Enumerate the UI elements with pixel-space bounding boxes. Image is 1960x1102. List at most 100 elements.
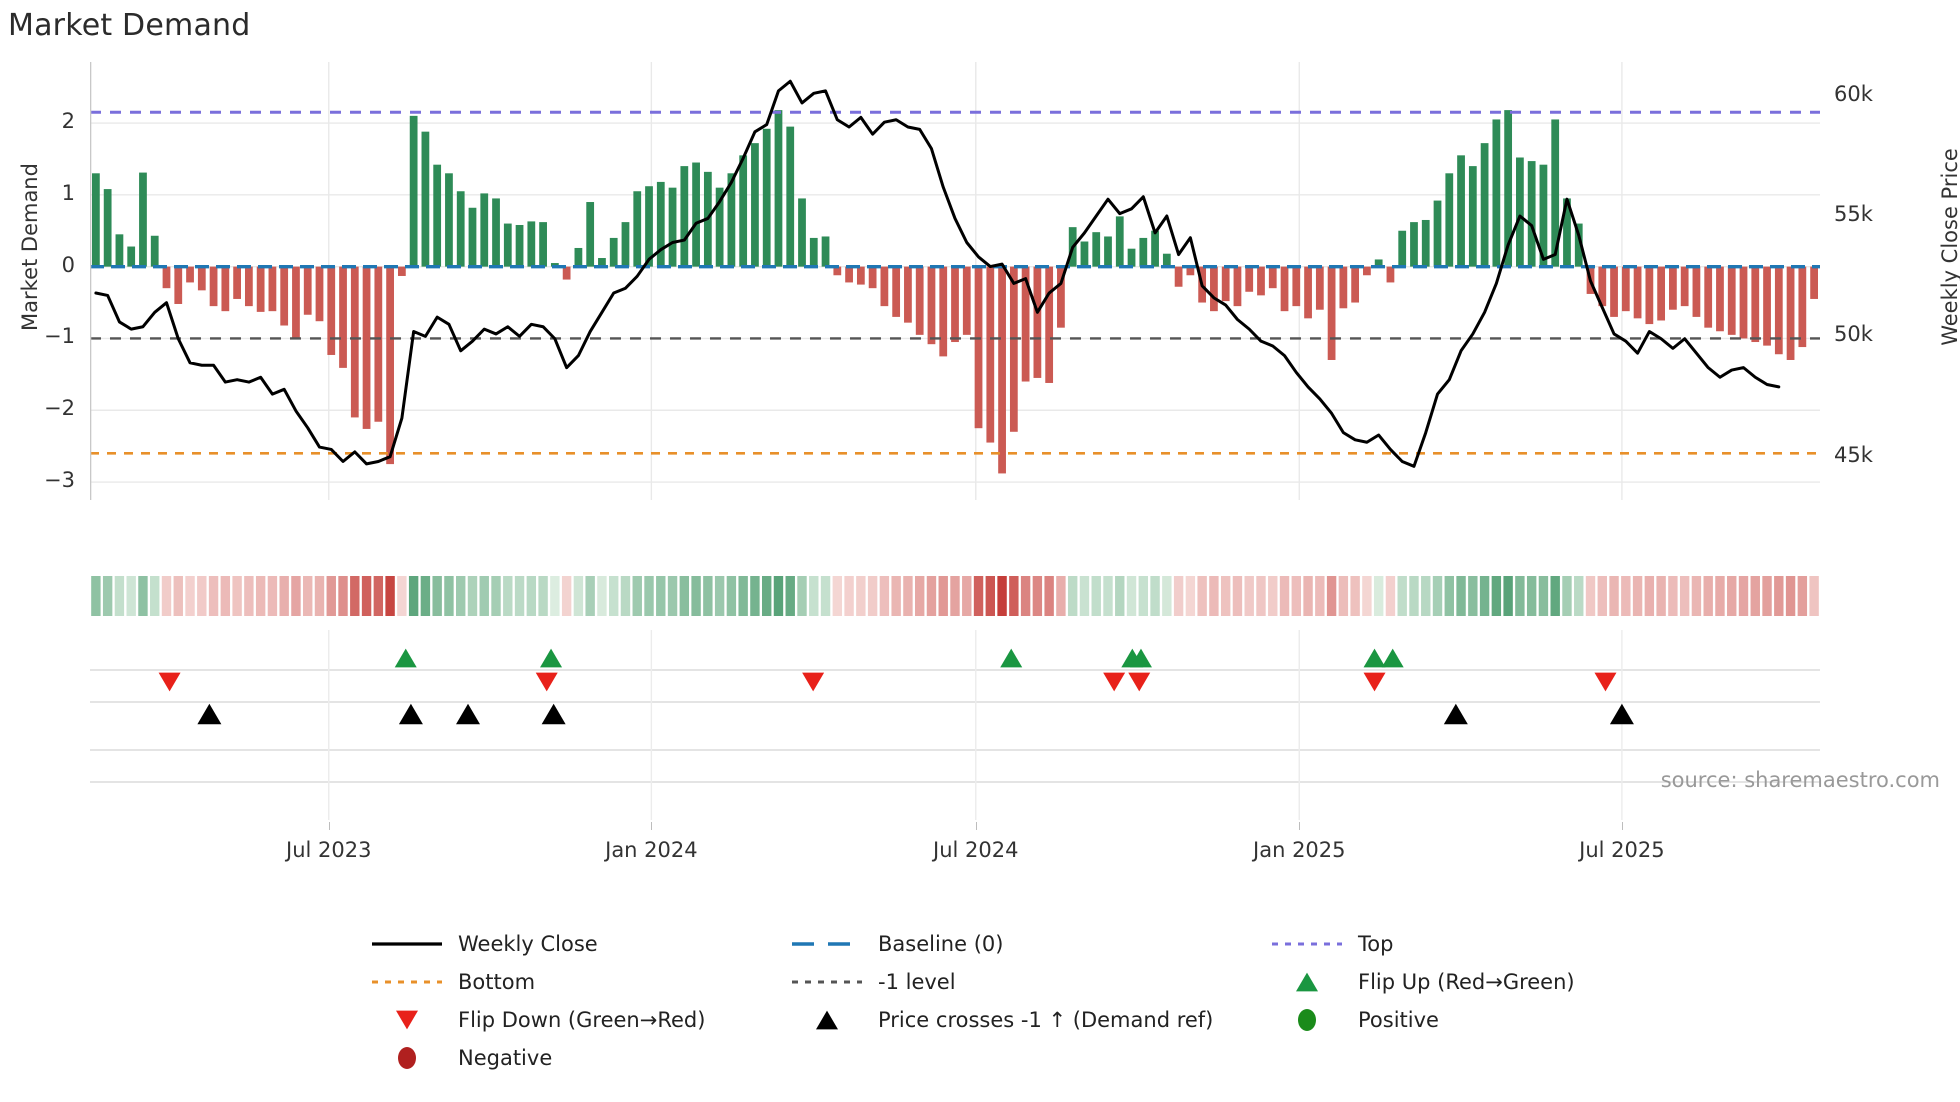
heatmap-cell <box>667 576 678 616</box>
heatmap-cell <box>361 576 372 616</box>
demand-bar <box>1433 200 1442 267</box>
legend-item[interactable]: Bottom <box>370 969 790 995</box>
main-plot-area <box>90 62 1820 500</box>
demand-bar <box>1551 119 1560 267</box>
heatmap-cell <box>620 576 631 616</box>
demand-bar <box>1139 237 1148 267</box>
heatmap-cell <box>879 576 890 616</box>
heatmap-cell <box>950 576 960 616</box>
heatmap-cell <box>1385 576 1396 616</box>
demand-bar <box>1763 266 1771 346</box>
legend-item[interactable]: -1 level <box>790 969 1270 995</box>
demand-bar <box>127 246 136 267</box>
heatmap-cell <box>1644 576 1655 616</box>
demand-bar <box>1610 266 1618 317</box>
heatmap-cell <box>1444 576 1454 616</box>
demand-bar <box>197 266 206 291</box>
heatmap-cell <box>385 576 395 616</box>
legend-item[interactable]: Baseline (0) <box>790 931 1270 957</box>
heatmap-cell <box>1762 576 1772 616</box>
heatmap-cell <box>1585 576 1596 616</box>
demand-bar <box>939 266 948 357</box>
legend-item[interactable]: Flip Up (Red→Green) <box>1270 969 1660 995</box>
heatmap-cell <box>1173 576 1184 616</box>
dotted-line-icon <box>370 969 444 995</box>
demand-bar <box>892 266 901 317</box>
heatmap-cell <box>526 576 537 616</box>
demand-bar <box>727 173 736 267</box>
demand-bar <box>1162 253 1171 267</box>
heatmap-cell <box>856 576 866 616</box>
flip-up-marker <box>394 648 417 668</box>
demand-price-plot <box>90 62 1820 500</box>
heatmap-cell <box>303 576 313 616</box>
heatmap-cell <box>220 576 231 616</box>
heatmap-cell <box>1703 576 1713 616</box>
demand-bar <box>668 187 677 267</box>
demand-bar <box>1716 266 1724 332</box>
demand-bar <box>1174 266 1183 287</box>
demand-bar <box>715 187 724 267</box>
demand-bar <box>621 222 630 267</box>
heatmap-cell <box>832 576 843 616</box>
demand-bar <box>868 266 877 289</box>
demand-bar <box>468 207 477 267</box>
flip-down-marker <box>1128 672 1151 692</box>
demand-bar <box>233 266 241 299</box>
demand-bar <box>739 155 748 267</box>
demand-bar <box>1798 266 1807 348</box>
demand-bar <box>856 266 865 285</box>
flip-up-marker <box>1129 648 1152 668</box>
legend-item[interactable]: Flip Down (Green→Red) <box>370 1007 790 1033</box>
demand-bar <box>1092 232 1101 267</box>
heatmap-cell <box>785 576 795 616</box>
heatmap-cell <box>373 576 384 616</box>
demand-bar <box>751 143 759 267</box>
legend-label: Flip Down (Green→Red) <box>458 1007 706 1032</box>
heatmap-cell <box>432 576 442 616</box>
legend-item[interactable]: Weekly Close <box>370 931 790 957</box>
y-tick-right: 50k <box>1834 322 1873 347</box>
demand-bar <box>1563 198 1571 267</box>
price-cross-marker <box>541 703 566 725</box>
heatmap-cell <box>150 576 160 616</box>
heatmap-cell <box>491 576 501 616</box>
heatmap-cell <box>338 576 348 616</box>
flip-up-marker <box>1363 648 1386 668</box>
legend-item[interactable]: Positive <box>1270 1007 1660 1033</box>
heatmap-cell <box>1562 576 1572 616</box>
dotted-line-icon <box>790 969 864 995</box>
demand-bar <box>397 266 406 276</box>
heatmap-cell <box>926 576 937 616</box>
demand-bar <box>421 131 430 267</box>
heatmap-cell <box>161 576 172 616</box>
legend-label: Positive <box>1358 1007 1439 1032</box>
demand-bar <box>503 223 512 267</box>
heatmap-cell <box>1479 576 1490 616</box>
triangle-up-glyph <box>1296 972 1318 992</box>
demand-bar <box>92 173 100 267</box>
heatmap-cell <box>267 576 278 616</box>
heatmap-cell <box>279 576 289 616</box>
legend-item[interactable]: Negative <box>370 1045 790 1071</box>
heatmap-cell <box>1797 576 1808 616</box>
heatmap-cell <box>820 576 831 616</box>
heatmap-cell <box>1032 576 1043 616</box>
legend-label: Flip Up (Red→Green) <box>1358 969 1575 994</box>
heatmap-cell <box>173 576 183 616</box>
flip-down-marker <box>1594 672 1617 692</box>
heatmap-cell <box>973 576 984 616</box>
flip-up-marker <box>1381 648 1404 668</box>
flip-down-marker <box>1103 672 1126 692</box>
demand-bar <box>244 266 253 307</box>
demand-bar <box>1315 266 1324 310</box>
demand-bar <box>1727 266 1736 335</box>
heatmap-cell <box>1338 576 1349 616</box>
legend-label: Top <box>1358 931 1394 956</box>
legend-label: Baseline (0) <box>878 931 1004 956</box>
demand-bar <box>1657 266 1666 321</box>
legend-item[interactable]: Price crosses -1 ↑ (Demand ref) <box>790 1007 1270 1033</box>
legend-item[interactable]: Top <box>1270 931 1660 957</box>
heatmap-cell <box>1162 576 1172 616</box>
demand-bar <box>433 164 442 267</box>
